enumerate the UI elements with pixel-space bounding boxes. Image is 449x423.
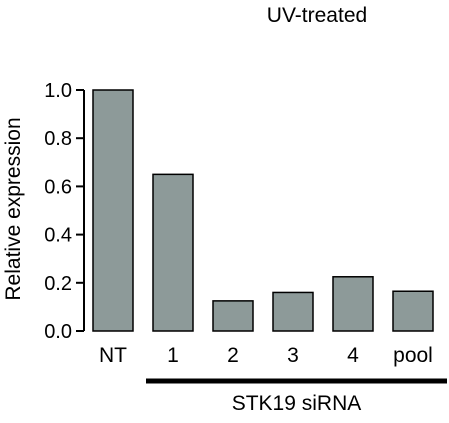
- group-label: STK19 siRNA: [232, 392, 362, 415]
- bar-4: [332, 276, 374, 332]
- y-tick-label: 0.2: [44, 273, 72, 295]
- bars: [92, 89, 434, 332]
- x-tick-label: 1: [167, 344, 179, 367]
- bar-pool: [392, 290, 434, 332]
- y-tick-label: 0.6: [44, 176, 72, 198]
- chart-title: UV-treated: [267, 4, 367, 27]
- y-tick-label: 0.0: [44, 321, 72, 343]
- x-axis-labels: NT 1 2 3 4 pool: [99, 344, 433, 367]
- y-axis-ticks: 0.0 0.2 0.4 0.6 0.8 1.0: [44, 80, 84, 343]
- bar-NT: [92, 89, 134, 332]
- x-tick-label: 4: [347, 344, 359, 367]
- x-tick-label: 2: [227, 344, 239, 367]
- x-tick-label: pool: [393, 344, 433, 367]
- y-tick-label: 0.8: [44, 128, 72, 150]
- bar-1: [152, 173, 194, 332]
- x-tick-label: NT: [99, 344, 127, 367]
- y-tick-label: 1.0: [44, 80, 72, 102]
- bar-3: [272, 291, 314, 332]
- y-axis-label: Relative expression: [2, 117, 25, 300]
- bar-2: [212, 300, 254, 332]
- x-tick-label: 3: [287, 344, 299, 367]
- y-tick-label: 0.4: [44, 225, 72, 247]
